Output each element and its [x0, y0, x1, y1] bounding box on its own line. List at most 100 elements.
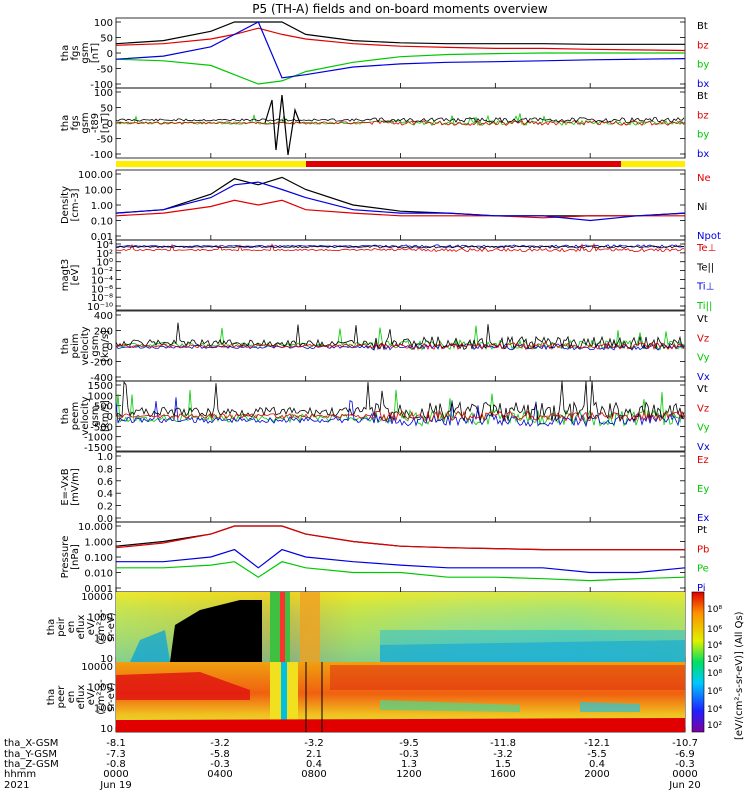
y-tick-label: 1.0	[97, 452, 113, 463]
legend-entry: Vy	[697, 423, 710, 434]
legend-entry: bx	[697, 149, 709, 160]
y-tick-label: 0	[107, 342, 113, 353]
colorbar-tick: 10⁴	[707, 705, 722, 715]
y-tick-label: 10⁴	[96, 240, 113, 251]
legend-entry: Pi	[697, 583, 706, 594]
y-tick-label: 0.10	[91, 217, 113, 228]
legend-entry: Pt	[697, 525, 707, 536]
legend-entry: Vx	[697, 442, 710, 453]
x-row-value: -9.5	[399, 738, 419, 749]
y-tick-label: 0.100	[84, 553, 113, 564]
trace	[115, 342, 685, 351]
legend-entry: Ti⊥	[696, 282, 714, 293]
y-axis-label: [km/s]	[100, 400, 111, 432]
y-tick-label: 1000	[88, 613, 113, 624]
y-tick-label: 200	[94, 327, 113, 338]
x-row-value: -11.8	[490, 738, 516, 749]
colorbar-tick: 10⁶	[707, 687, 722, 697]
panel-frame	[115, 169, 686, 241]
y-axis-label: peem	[70, 402, 81, 430]
y-axis-label: tha	[46, 689, 57, 705]
x-row-value: 0000	[672, 769, 697, 780]
y-tick-label: 0	[107, 412, 113, 423]
legend-entry: Ni	[697, 202, 707, 213]
legend-entry: Bt	[697, 21, 708, 32]
x-row-label: 2021	[4, 780, 29, 791]
y-axis-label: tha	[46, 619, 57, 635]
y-tick-label: 100	[94, 633, 113, 644]
figure-title: P5 (TH-A) fields and on-board moments ov…	[252, 2, 548, 16]
x-row-value: -12.1	[584, 738, 610, 749]
electron-spectrogram	[116, 662, 685, 732]
y-tick-label: 0.4	[97, 489, 113, 500]
series-p1-Bt	[115, 21, 685, 45]
y-tick-label: 1000	[88, 683, 113, 694]
trace	[115, 397, 685, 428]
y-tick-label: 10⁻⁴	[91, 275, 113, 286]
x-row-value: -5.8	[210, 749, 230, 760]
y-axis-label: -t89	[90, 113, 101, 133]
y-tick-label: 10²	[96, 249, 113, 260]
series-p8-Pb	[115, 525, 685, 551]
y-axis-label: tha	[60, 45, 71, 61]
x-row-label: tha_X-GSM	[4, 738, 58, 749]
x-row-value: -7.3	[106, 749, 126, 760]
colorbar-tick: 10⁴	[707, 641, 722, 651]
y-axis-label: [eV]	[70, 265, 81, 286]
x-row-value: Jun 19	[99, 780, 132, 791]
series-p8-Pi	[116, 548, 686, 574]
y-tick-label: -400	[90, 373, 113, 384]
trace	[115, 242, 685, 253]
legend-entry: Ti||	[696, 301, 712, 312]
trace	[116, 245, 684, 249]
x-row-label: hhmm	[4, 769, 36, 780]
y-tick-label: 400	[94, 311, 113, 322]
y-tick-label: -50	[97, 135, 113, 146]
panel-p9: 10000 1000 100 10 tha peir en eflux eV/(cm²-s-sr…	[46, 591, 686, 665]
legend-entry: bz	[697, 40, 709, 51]
legend-entry: Vt	[697, 384, 708, 395]
series-p3-Ne	[115, 199, 685, 219]
y-tick-label: 10000	[81, 662, 113, 673]
legend-entry: Vy	[697, 353, 710, 364]
x-row-value: -3.2	[304, 738, 324, 749]
trace	[115, 322, 685, 351]
colorbar: 10⁸ 10⁶ 10⁴ 10² 10⁸ 10⁶ 10⁴ 10² [eV/(cm²…	[691, 591, 745, 740]
legend-entry: Ex	[697, 513, 709, 524]
x-row-value: 1200	[396, 769, 421, 780]
x-axis: tha_X-GSM -8.1 -3.2 -3.2 -9.5 -11.8 -12.1 -10.7…	[4, 738, 701, 791]
y-axis-label: eV/	[86, 688, 97, 705]
y-axis-label: [km/s]	[100, 330, 111, 362]
y-tick-label: -100	[90, 150, 113, 161]
y-axis-label: sr-eV)	[106, 612, 117, 641]
series-p3-Npot	[115, 181, 686, 222]
y-tick-label: 0.010	[84, 569, 113, 580]
y-tick-label: 0.6	[97, 477, 113, 488]
x-row-value: -8.1	[106, 738, 126, 749]
x-row-value: 1.3	[401, 759, 417, 770]
y-axis-label: velocity	[80, 396, 91, 435]
ion-spectrogram	[116, 592, 685, 662]
x-row-value: 0000	[103, 769, 128, 780]
series-p8-Pe	[116, 561, 686, 582]
y-tick-label: 0.8	[97, 464, 113, 475]
y-tick-label: 10⁻⁶	[91, 284, 113, 295]
panel-p1: 100 50 0 -50 -100 tha fgs gsm [nT] Bt bz by bx	[60, 17, 709, 91]
y-axis-label: sr-eV)	[106, 682, 117, 711]
colorbar-tick: 10⁶	[707, 625, 722, 635]
y-tick-label: -100	[90, 80, 113, 91]
y-tick-label: 10.000	[78, 522, 113, 533]
x-row-value: Jun 20	[668, 780, 701, 791]
x-row-value: -0.3	[399, 749, 419, 760]
x-row-value: -5.5	[587, 749, 607, 760]
x-row-value: 0.4	[306, 759, 322, 770]
y-axis-label: en	[66, 621, 77, 634]
legend-entry: Ne	[697, 173, 711, 184]
legend-entry: Vz	[697, 333, 709, 344]
y-tick-label: 0	[107, 119, 113, 130]
y-tick-label: 0.2	[97, 502, 113, 513]
y-tick-label: 100	[94, 703, 113, 714]
y-axis-label: (cm²-s-	[96, 679, 107, 715]
x-row-label: tha_Z-GSM	[4, 759, 59, 770]
